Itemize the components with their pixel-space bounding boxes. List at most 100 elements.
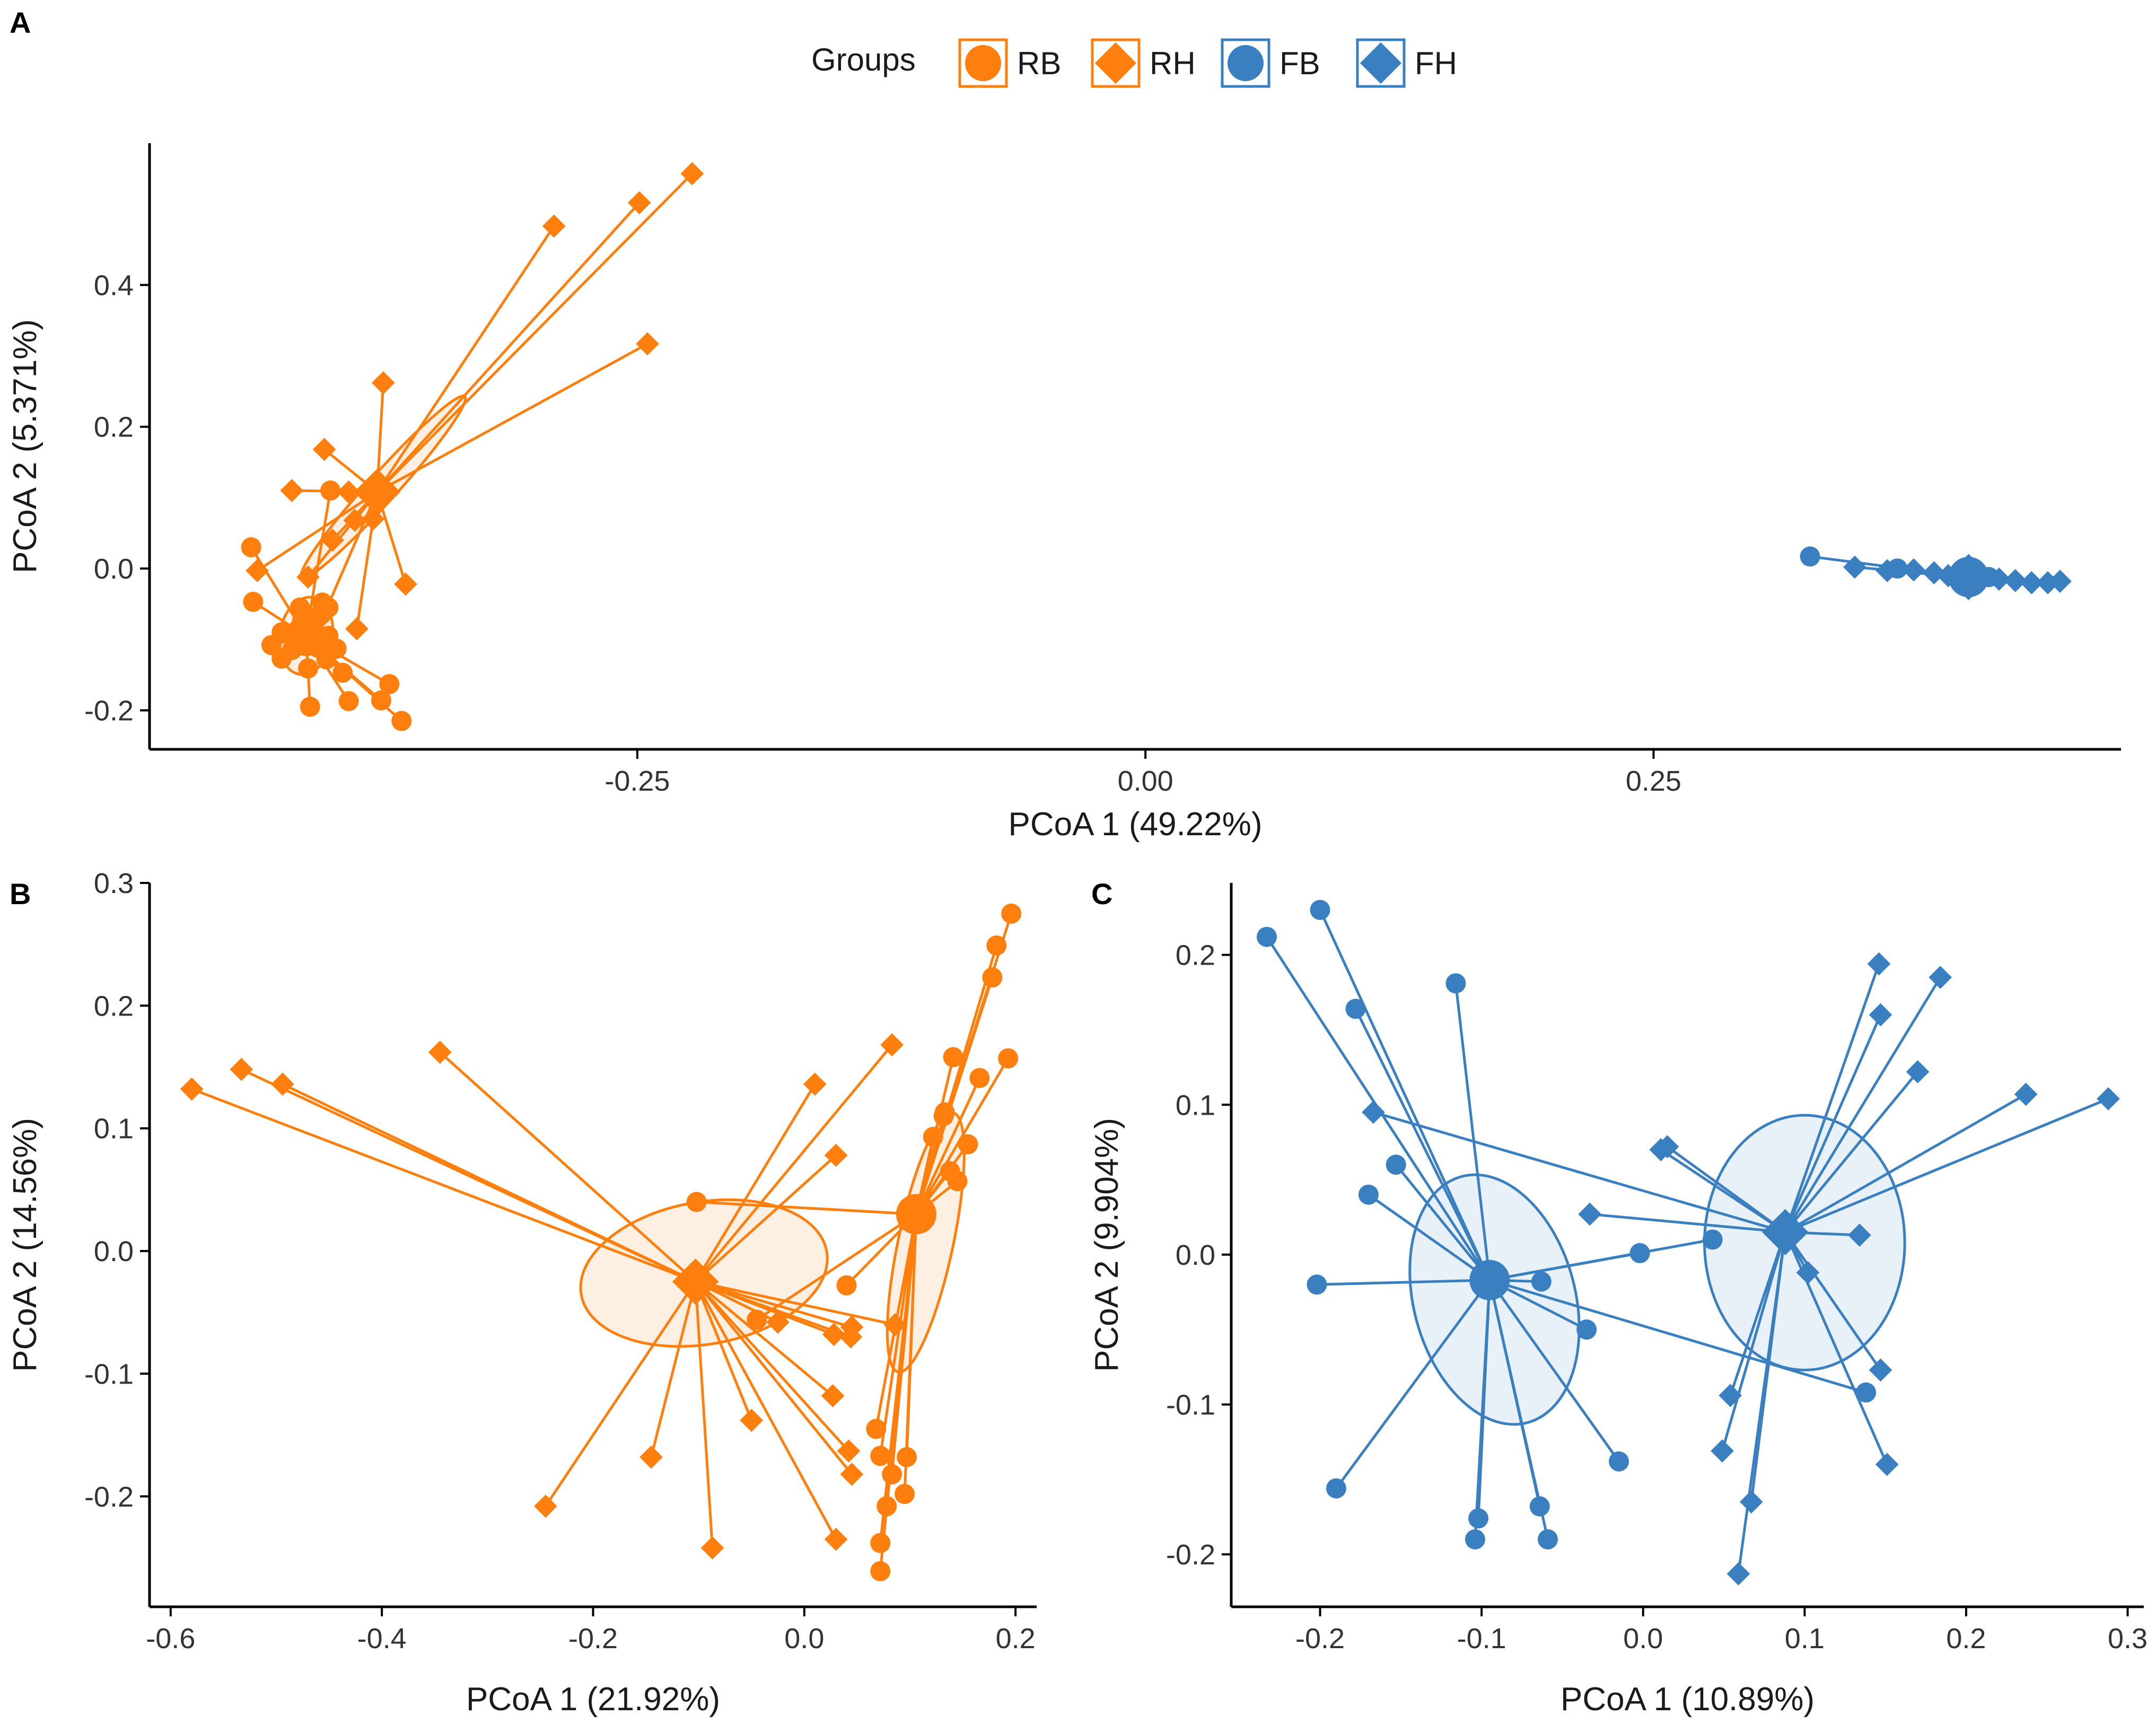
panel-c-spider-line-fh xyxy=(1784,1093,2027,1233)
panel-b-spider-line-rh xyxy=(694,1083,816,1283)
panel-c-spider-line-fh xyxy=(1784,1231,1882,1371)
panel-b-point-rb xyxy=(836,1275,857,1296)
panel-a-point-rb xyxy=(379,674,400,695)
panel-b-spider-line-rh xyxy=(282,1083,696,1283)
panel-a-centroid-rh xyxy=(354,469,400,515)
panel-c: C -0.2 -0.1 0.0 0.1 0.2 0.3 -0.2 -0.1 0.0 0.1 0.2 P… xyxy=(1089,877,2148,1718)
panel-c-point-fh xyxy=(1869,1358,1892,1382)
panel-c-point-fh xyxy=(2097,1087,2120,1110)
panel-c-point-fh xyxy=(1869,1003,1892,1027)
panel-c-spider-line-fb xyxy=(1489,1279,1866,1394)
panel-b-spider-line-rh xyxy=(650,1281,697,1458)
panel-c-point-fh xyxy=(1867,952,1891,976)
panel-c-spider-line-fb xyxy=(1395,1163,1491,1281)
panel-c-spider-line-fb xyxy=(1488,1279,1620,1463)
panel-c-spider-line-fh xyxy=(1721,1231,1787,1451)
panel-c-point-fh xyxy=(1578,1202,1602,1226)
panel-c-point-fb xyxy=(1386,1154,1406,1175)
panel-c-y-tick-label: 0.0 xyxy=(1176,1239,1215,1271)
panel-c-point-fb xyxy=(1257,926,1277,947)
panel-a-point-fh xyxy=(1843,555,1866,579)
panel-c-centroid-fh xyxy=(1762,1209,1809,1256)
panel-b-spider-line-rb xyxy=(756,1213,917,1321)
panel-a-point-rb xyxy=(371,690,391,711)
legend-label-fh: FH xyxy=(1415,46,1457,81)
panel-b-point-rh xyxy=(230,1057,253,1081)
panel-a-spider-line-rh xyxy=(376,225,555,493)
panel-c-spider-line-fh xyxy=(1784,1014,1882,1233)
panel-a-point-rb xyxy=(320,480,341,501)
panel-b-point-rh xyxy=(840,1463,864,1486)
panel-b-y-tick-label: 0.1 xyxy=(94,1113,134,1145)
legend-key-fb xyxy=(1228,45,1264,81)
panel-b-spider-line-rh xyxy=(694,1281,714,1548)
legend: Groups RB RH FB FH xyxy=(811,38,1457,88)
panel-b-spider-line-rh xyxy=(695,1280,835,1336)
panel-b-point-rh xyxy=(534,1494,557,1518)
panel-c-point-fb xyxy=(1358,1184,1379,1205)
panel-a-point-rb xyxy=(241,537,261,557)
panel-c-point-fh xyxy=(1906,1060,1930,1083)
panel-b-spider-line-rh xyxy=(695,1154,837,1283)
panel-b-spider-line-rh xyxy=(694,1281,837,1540)
panel-c-y-tick-label: 0.1 xyxy=(1176,1089,1215,1121)
panel-b-x-tick-label: 0.0 xyxy=(784,1623,824,1655)
panel-c-point-fh xyxy=(1649,1138,1673,1161)
panel-a-x-axis-title: PCoA 1 (49.22%) xyxy=(1008,806,1262,843)
panel-c-y-axis-title: PCoA 2 (9.904%) xyxy=(1089,1118,1125,1372)
panel-c-point-fb xyxy=(1538,1529,1558,1550)
panel-b-spider-line-rh xyxy=(695,1280,896,1326)
panel-b-point-rh xyxy=(837,1439,861,1463)
panel-b-spider-line-rh xyxy=(694,1044,893,1283)
panel-b-spider-line-rb xyxy=(915,977,994,1215)
panel-c-spider-line-fb xyxy=(1454,983,1491,1281)
panel-c-point-fb xyxy=(1468,1508,1489,1529)
legend-key-rh xyxy=(1094,42,1137,84)
panel-a-point-fh xyxy=(2020,571,2044,594)
panel-c-spider-line-fh xyxy=(1737,1232,1787,1574)
panel-b-spider-line-rh xyxy=(694,1281,850,1452)
panel-b-point-rh xyxy=(180,1077,204,1101)
panel-b-centroid-rb xyxy=(896,1194,936,1235)
panel-a-point-rh xyxy=(337,480,361,504)
panel-b-point-rb xyxy=(986,935,1007,956)
panel-b-y-axis-title: PCoA 2 (14.56%) xyxy=(7,1118,43,1372)
panel-b-y-tick-label: 0.2 xyxy=(94,990,134,1022)
panel-a-point-rh xyxy=(246,559,269,582)
panel-a-point-rh xyxy=(394,572,417,596)
panel-c-point-fh xyxy=(1929,966,1952,989)
panel-a-centroid-rb xyxy=(286,616,327,657)
panel-b-point-rb xyxy=(934,1102,955,1123)
panel-b-point-rh xyxy=(766,1310,790,1334)
panel-b-spider-line-rh xyxy=(695,1280,834,1397)
panel-c-x-tick-label: 0.3 xyxy=(2108,1623,2148,1655)
panel-b-point-rh xyxy=(700,1536,724,1560)
panel-a-x-tick-label: -0.25 xyxy=(604,765,670,797)
panel-c-x-tick-label: 0.2 xyxy=(1946,1623,1986,1655)
panel-c-spider-line-fh xyxy=(1784,976,1942,1233)
panel-b-point-rb xyxy=(940,1161,960,1182)
panel-b-point-rb xyxy=(747,1309,767,1330)
panel-a-point-rh xyxy=(321,528,344,552)
panel-a-point-fh xyxy=(1902,558,1925,582)
panel-b-x-tick-label: -0.4 xyxy=(357,1623,407,1655)
panel-b-point-rh xyxy=(271,1072,294,1096)
panel-b-x-tick-label: -0.2 xyxy=(568,1623,618,1655)
panel-a-point-rh xyxy=(280,479,304,502)
panel-c-x-tick-label: -0.2 xyxy=(1295,1623,1345,1655)
panel-a-point-rh xyxy=(680,162,704,186)
panel-c-spider-line-fb xyxy=(1474,1280,1491,1539)
panel-c-spider-line-fb xyxy=(1488,1280,1549,1540)
panel-b-spider-line-rh xyxy=(694,1281,753,1421)
legend-items: RB RH FB FH xyxy=(958,38,1457,88)
panel-c-point-fh xyxy=(1739,1490,1763,1514)
panel-c-point-fb xyxy=(1609,1451,1629,1472)
legend-label-rh: RH xyxy=(1150,46,1196,81)
panel-c-point-fh xyxy=(1719,1384,1742,1407)
panel-c-ellipse-fh xyxy=(1703,1114,1906,1371)
panel-c-point-fh xyxy=(2014,1082,2038,1106)
panel-b-y-tick-label: 0.3 xyxy=(94,868,134,899)
panel-b-centroid-rh xyxy=(672,1258,719,1305)
panel-c-y-tick-label: 0.2 xyxy=(1176,940,1215,972)
